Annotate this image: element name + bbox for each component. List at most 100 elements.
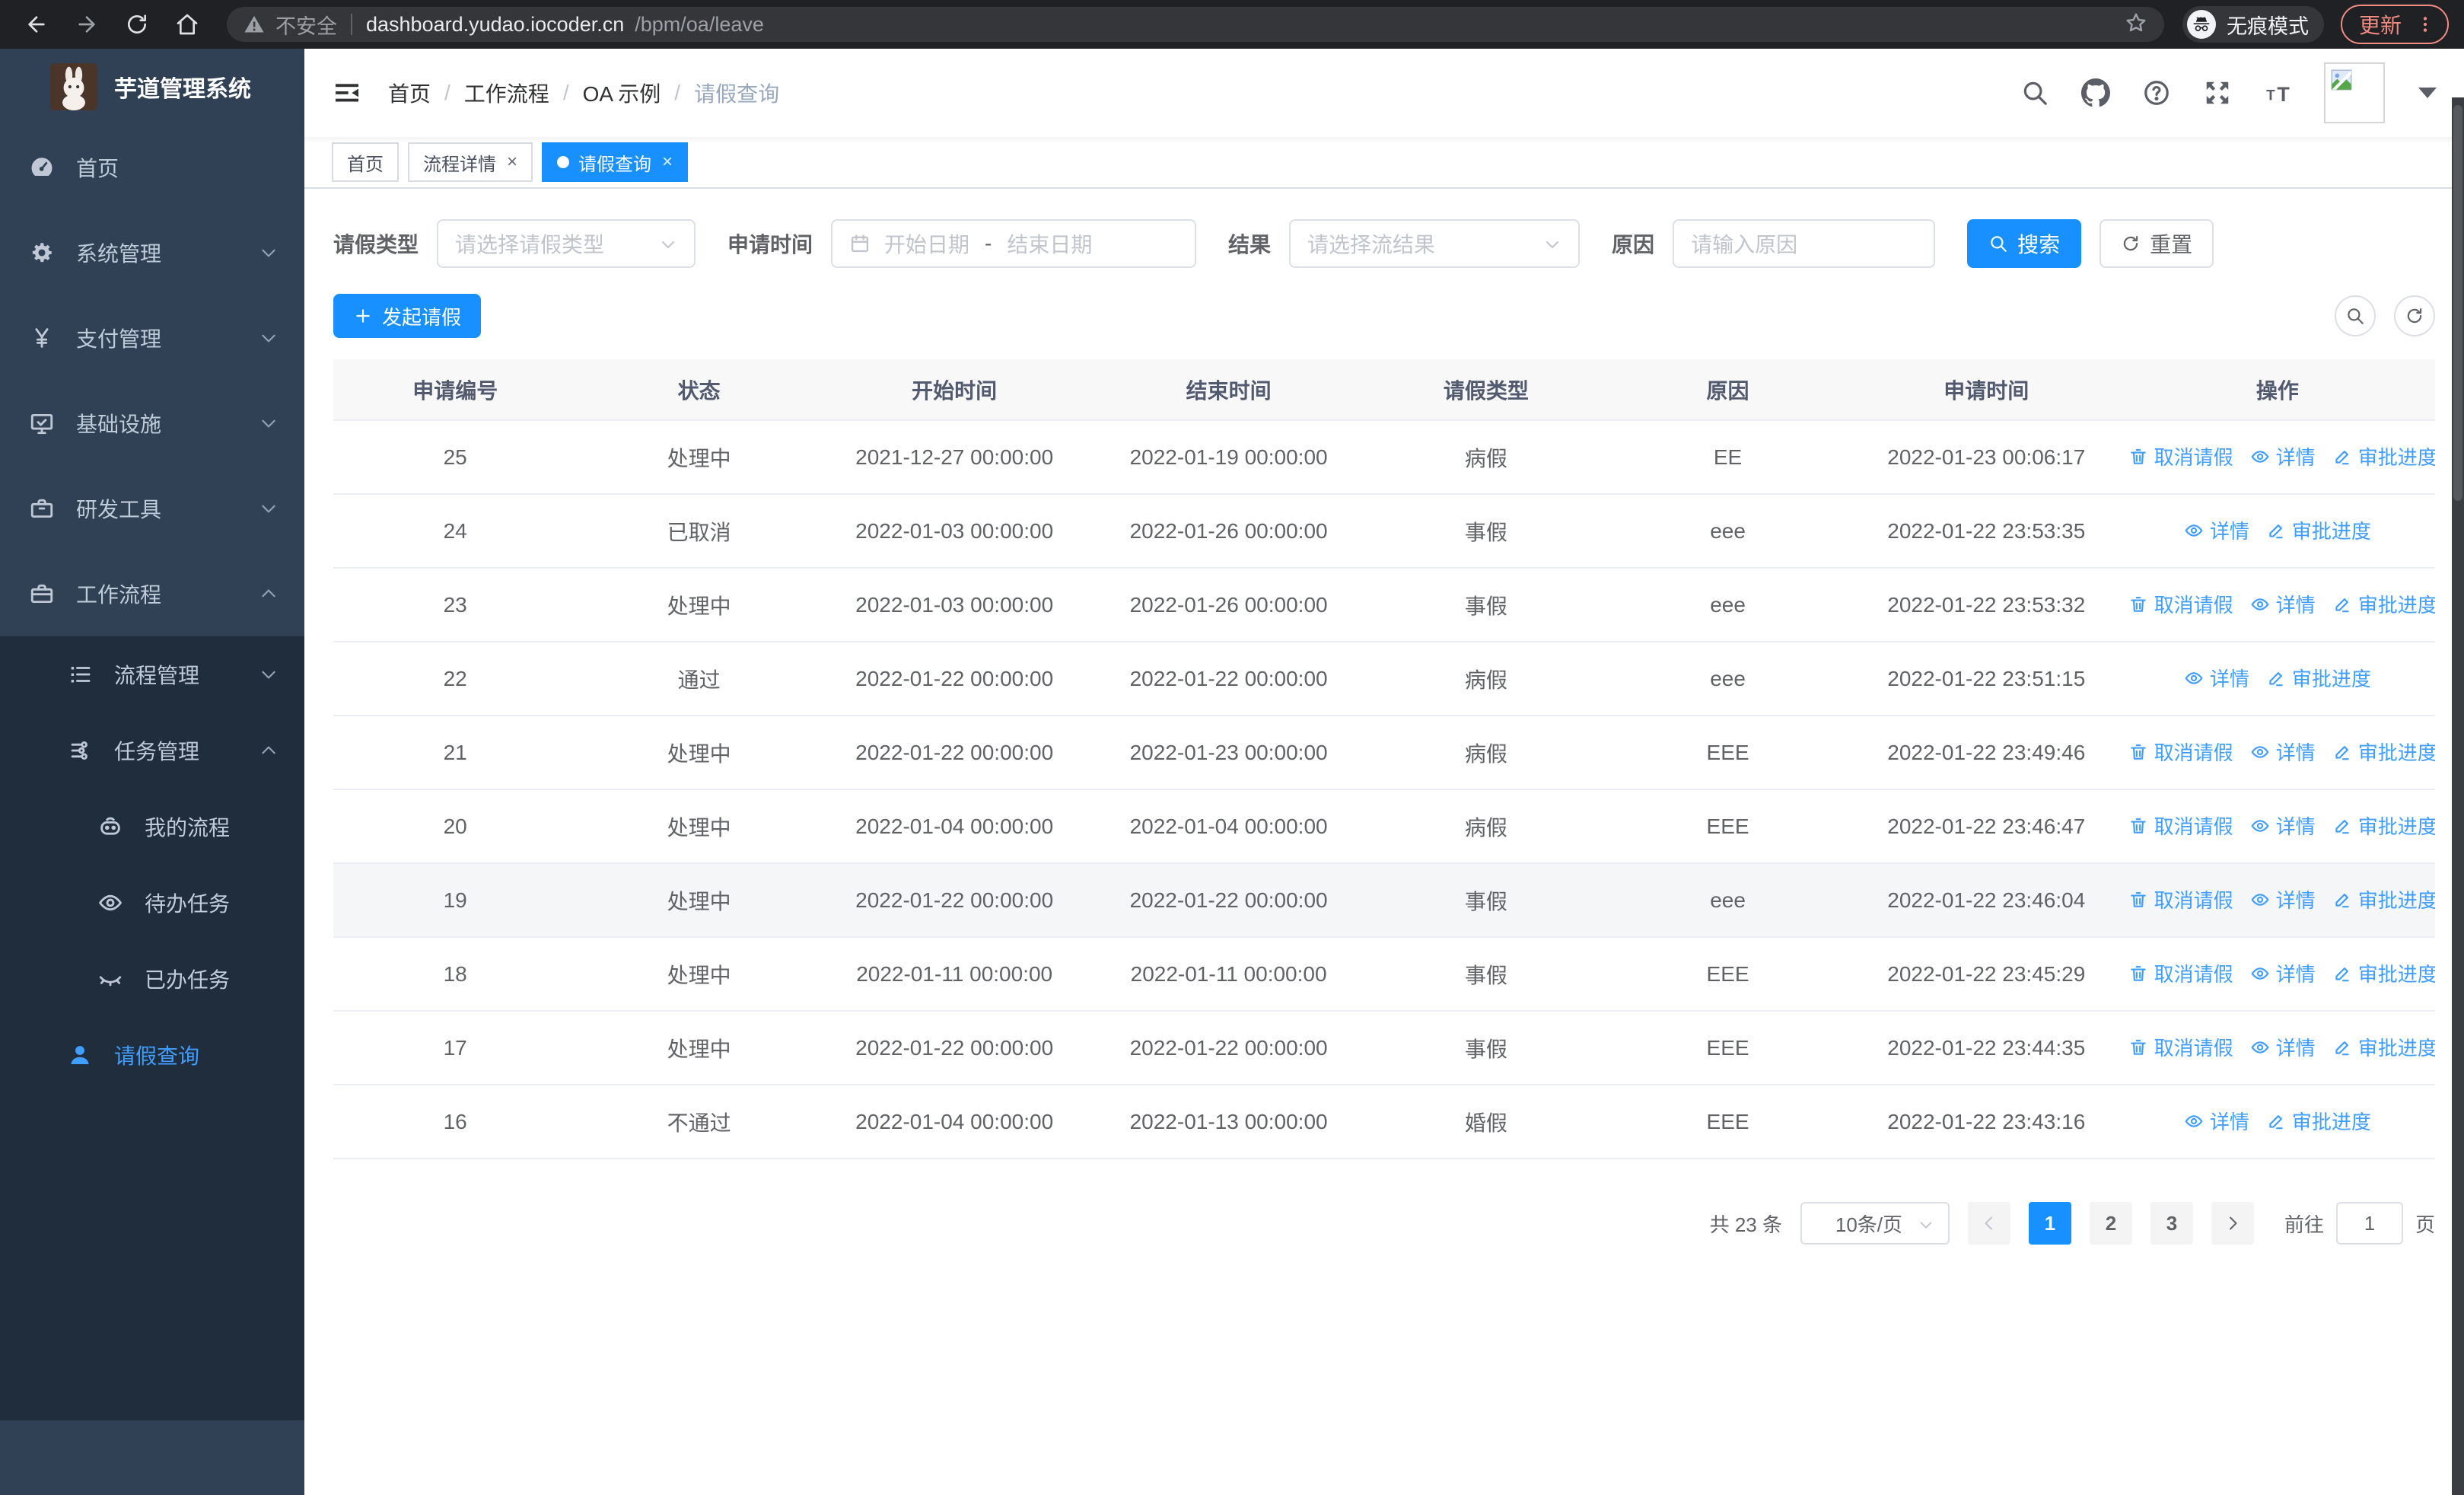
action-label: 取消请假: [2154, 959, 2233, 987]
tab-流程详情[interactable]: 流程详情×: [408, 142, 533, 182]
cancel-action-link[interactable]: 取消请假: [2128, 738, 2233, 766]
browser-home-icon[interactable]: [172, 9, 202, 40]
sidebar-item-支付管理[interactable]: 支付管理: [0, 295, 304, 381]
next-page-button[interactable]: [2211, 1202, 2254, 1245]
browser-update-button[interactable]: 更新: [2341, 5, 2449, 44]
table-row: 21处理中2022-01-22 00:00:002022-01-23 00:00…: [333, 716, 2435, 789]
result-select[interactable]: 请选择流结果: [1289, 219, 1580, 268]
reset-button[interactable]: 重置: [2099, 219, 2214, 268]
progress-action-link[interactable]: 审批进度: [2266, 1107, 2371, 1135]
cancel-action-link[interactable]: 取消请假: [2128, 959, 2233, 987]
progress-action-link[interactable]: 审批进度: [2266, 516, 2371, 544]
progress-action-link[interactable]: 审批进度: [2332, 811, 2435, 840]
cancel-action-link[interactable]: 取消请假: [2128, 811, 2233, 840]
sidebar-item-研发工具[interactable]: 研发工具: [0, 466, 304, 551]
fullscreen-icon[interactable]: [2202, 78, 2233, 108]
github-icon[interactable]: [2080, 78, 2111, 108]
not-secure-label: 不安全: [275, 10, 337, 40]
progress-action-link[interactable]: 审批进度: [2332, 738, 2435, 766]
breadcrumb-item[interactable]: 工作流程: [464, 78, 549, 108]
avatar-caret-down-icon[interactable]: [2418, 88, 2437, 98]
eye-icon: [2250, 964, 2270, 983]
sidebar-item-系统管理[interactable]: 系统管理: [0, 210, 304, 295]
detail-action-link[interactable]: 详情: [2250, 442, 2316, 470]
app-logo[interactable]: 芋道管理系统: [0, 49, 304, 125]
refresh-table-button[interactable]: [2394, 295, 2435, 336]
cell-start: 2022-01-22 00:00:00: [821, 716, 1088, 789]
cell-status: 通过: [577, 642, 820, 716]
page-size-select[interactable]: 10条/页: [1800, 1202, 1950, 1245]
breadcrumb-item[interactable]: 首页: [388, 78, 431, 108]
tab-close-icon[interactable]: ×: [507, 151, 517, 173]
cancel-action-link[interactable]: 取消请假: [2128, 885, 2233, 913]
tab-首页[interactable]: 首页: [332, 142, 399, 182]
bookmark-star-icon[interactable]: [2125, 11, 2147, 38]
scrollbar-thumb[interactable]: [2453, 105, 2462, 501]
column-header-原因: 原因: [1603, 359, 1853, 420]
detail-action-link[interactable]: 详情: [2184, 516, 2249, 544]
sidebar-item-首页[interactable]: 首页: [0, 125, 304, 210]
browser-menu-dots-icon[interactable]: [2415, 14, 2435, 34]
tab-请假查询[interactable]: 请假查询×: [542, 142, 688, 182]
sidebar-item-工作流程[interactable]: 工作流程: [0, 551, 304, 636]
sidebar-item-已办任务[interactable]: 已办任务: [0, 941, 304, 1017]
sidebar-item-任务管理[interactable]: 任务管理: [0, 712, 304, 789]
sidebar-item-基础设施[interactable]: 基础设施: [0, 381, 304, 466]
cell-actions: 取消请假详情审批进度: [2120, 863, 2435, 937]
action-label: 详情: [2276, 590, 2316, 618]
page-button-3[interactable]: 3: [2150, 1202, 2193, 1245]
breadcrumb-item[interactable]: OA 示例: [583, 78, 661, 108]
progress-action-link[interactable]: 审批进度: [2266, 664, 2371, 692]
page-button-1[interactable]: 1: [2029, 1202, 2071, 1245]
create-leave-button[interactable]: 发起请假: [333, 294, 481, 338]
toggle-search-button[interactable]: [2335, 295, 2376, 336]
progress-action-link[interactable]: 审批进度: [2332, 590, 2435, 618]
reason-input[interactable]: 请输入原因: [1673, 219, 1935, 268]
browser-scrollbar[interactable]: [2452, 97, 2464, 1495]
chevron-down-icon: [259, 499, 279, 518]
apply-time-range-picker[interactable]: 开始日期 - 结束日期: [831, 219, 1196, 268]
detail-action-link[interactable]: 详情: [2250, 885, 2316, 913]
browser-reload-icon[interactable]: [122, 9, 152, 40]
progress-action-link[interactable]: 审批进度: [2332, 885, 2435, 913]
detail-action-link[interactable]: 详情: [2250, 738, 2316, 766]
sidebar-item-流程管理[interactable]: 流程管理: [0, 636, 304, 712]
browser-forward-icon[interactable]: [72, 9, 102, 40]
address-bar[interactable]: 不安全 dashboard.yudao.iocoder.cn /bpm/oa/l…: [227, 7, 2164, 42]
sidebar-item-待办任务[interactable]: 待办任务: [0, 865, 304, 941]
cancel-action-link[interactable]: 取消请假: [2128, 590, 2233, 618]
goto-page-input[interactable]: 1: [2336, 1202, 2403, 1245]
search-icon[interactable]: [2020, 78, 2050, 108]
sidebar-item-我的流程[interactable]: 我的流程: [0, 789, 304, 865]
cancel-action-link[interactable]: 取消请假: [2128, 442, 2233, 470]
address-separator: [351, 14, 352, 35]
cell-applied: 2022-01-22 23:51:15: [1853, 642, 2120, 716]
cell-id: 19: [333, 863, 577, 937]
cancel-action-link[interactable]: 取消请假: [2128, 1033, 2233, 1061]
progress-action-link[interactable]: 审批进度: [2332, 442, 2435, 470]
edit-icon: [2332, 742, 2352, 762]
broken-image-icon: [2329, 67, 2354, 93]
cell-applied: 2022-01-22 23:49:46: [1853, 716, 2120, 789]
fontsize-icon[interactable]: TT: [2263, 78, 2294, 108]
user-avatar[interactable]: [2324, 62, 2385, 123]
question-icon[interactable]: [2141, 78, 2172, 108]
detail-action-link[interactable]: 详情: [2250, 811, 2316, 840]
detail-action-link[interactable]: 详情: [2250, 590, 2316, 618]
detail-action-link[interactable]: 详情: [2184, 1107, 2249, 1135]
page-button-2[interactable]: 2: [2090, 1202, 2132, 1245]
cell-status: 处理中: [577, 789, 820, 863]
tab-close-icon[interactable]: ×: [662, 151, 673, 173]
cell-id: 25: [333, 420, 577, 494]
detail-action-link[interactable]: 详情: [2184, 664, 2249, 692]
detail-action-link[interactable]: 详情: [2250, 959, 2316, 987]
leave-type-select[interactable]: 请选择请假类型: [437, 219, 696, 268]
browser-back-icon[interactable]: [21, 9, 52, 40]
search-button[interactable]: 搜索: [1967, 219, 2081, 268]
sidebar-item-请假查询[interactable]: 请假查询: [0, 1017, 304, 1093]
sidebar-fold-icon[interactable]: [332, 78, 362, 108]
progress-action-link[interactable]: 审批进度: [2332, 959, 2435, 987]
detail-action-link[interactable]: 详情: [2250, 1033, 2316, 1061]
progress-action-link[interactable]: 审批进度: [2332, 1033, 2435, 1061]
prev-page-button[interactable]: [1968, 1202, 2010, 1245]
